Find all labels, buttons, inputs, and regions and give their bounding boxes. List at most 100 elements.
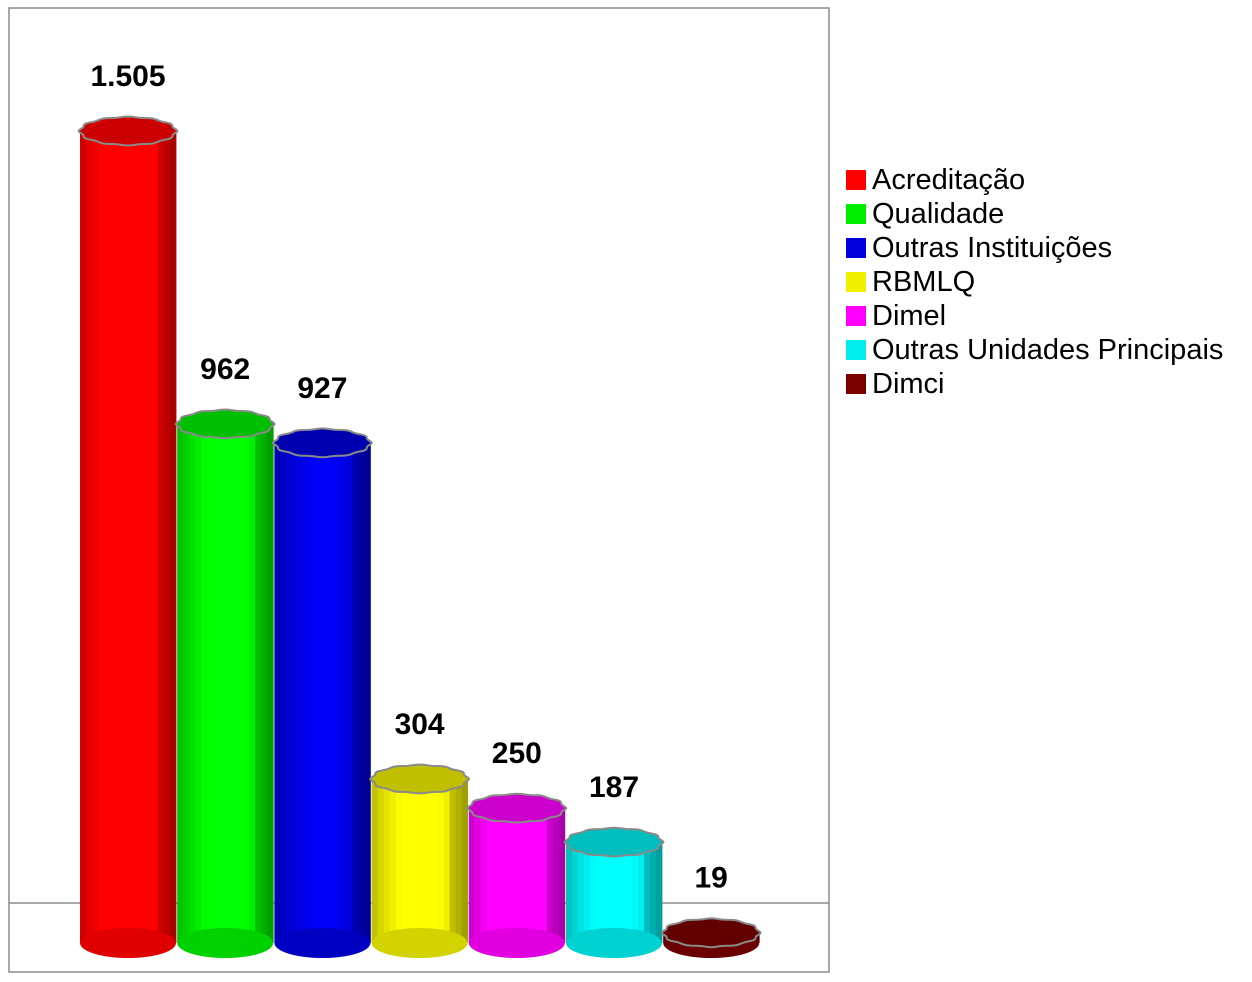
bar-stripe	[92, 131, 99, 943]
bar-base	[468, 928, 565, 958]
bar-stripe	[371, 779, 378, 943]
legend-item-qualidade: Qualidade	[846, 197, 1223, 231]
bar-base	[566, 928, 662, 958]
legend-swatch	[846, 340, 866, 360]
value-label: 19	[695, 862, 728, 895]
bar-stripe	[170, 131, 177, 943]
bar-stripe	[566, 842, 573, 943]
legend-label: RBMLQ	[872, 265, 976, 298]
bar-stripe	[638, 842, 645, 943]
bar-stripe	[152, 131, 159, 943]
bar-stripe	[614, 842, 621, 943]
bar-stripe	[116, 131, 123, 943]
bar-stripe	[304, 442, 311, 943]
bar-stripe	[177, 424, 184, 943]
bar-stripe	[237, 424, 244, 943]
bar-base	[177, 928, 274, 958]
bar-stripe	[498, 808, 506, 943]
bar-stripe	[596, 842, 603, 943]
bar-base	[80, 928, 176, 958]
bar-stripe	[164, 131, 171, 943]
bar-stripe	[602, 842, 609, 943]
bar-stripe	[292, 442, 299, 943]
bar-stripe	[486, 808, 494, 943]
bar-6	[563, 826, 665, 958]
bar-stripe	[528, 808, 536, 943]
bar-stripe	[540, 808, 548, 943]
bar-stripe	[522, 808, 530, 943]
legend-label: Qualidade	[872, 197, 1005, 230]
bar-stripe	[626, 842, 633, 943]
value-label: 250	[492, 737, 542, 770]
bar-1	[77, 115, 179, 958]
bar-stripe	[86, 131, 93, 943]
bar-stripe	[407, 779, 414, 943]
bar-stripe	[358, 442, 365, 943]
bar-stripe	[632, 842, 639, 943]
bar-stripe	[449, 779, 456, 943]
bar-stripe	[608, 842, 615, 943]
bar-stripe	[480, 808, 488, 943]
bar-stripe	[413, 779, 420, 943]
bar-stripe	[510, 808, 518, 943]
bar-stripe	[122, 131, 129, 943]
bar-stripe	[352, 442, 359, 943]
bar-stripe	[255, 424, 262, 943]
bar-stripe	[189, 424, 196, 943]
legend: Acreditação Qualidade Outras Instituiçõe…	[846, 163, 1223, 401]
bar-stripe	[183, 424, 190, 943]
bar-stripe	[298, 442, 305, 943]
bar-stripe	[650, 842, 657, 943]
bar-stripe	[274, 442, 281, 943]
bar-2	[174, 408, 276, 958]
value-label: 304	[395, 708, 445, 741]
legend-label: Dimel	[872, 299, 947, 332]
bar-stripe	[98, 131, 105, 943]
bar-stripe	[128, 131, 135, 943]
bar-stripe	[389, 779, 396, 943]
legend-label: Dimci	[872, 367, 945, 400]
bar-stripe	[552, 808, 560, 943]
bar-stripe	[584, 842, 591, 943]
legend-item-outras-unidades-principais: Outras Unidades Principais	[846, 333, 1223, 367]
bar-stripe	[225, 424, 232, 943]
legend-swatch	[846, 170, 866, 190]
bar-stripe	[443, 779, 450, 943]
bar-stripe	[104, 131, 111, 943]
bar-stripe	[146, 131, 153, 943]
bar-stripe	[534, 808, 542, 943]
bar-stripe	[395, 779, 402, 943]
bar-stripe	[346, 442, 353, 943]
bar-stripe	[504, 808, 512, 943]
legend-item-dimci: Dimci	[846, 367, 1223, 401]
legend-swatch	[846, 204, 866, 224]
bar-stripe	[322, 442, 329, 943]
bar-stripe	[377, 779, 384, 943]
bar-stripe	[461, 779, 468, 943]
bar-stripe	[620, 842, 627, 943]
bar-stripe	[468, 808, 476, 943]
bar-cap	[660, 917, 762, 949]
bar-stripe	[80, 131, 87, 943]
bar-stripe	[261, 424, 268, 943]
bar-stripe	[656, 842, 663, 943]
bar-cap	[368, 763, 471, 795]
bar-stripe	[644, 842, 651, 943]
bar-stripe	[590, 842, 597, 943]
bar-stripe	[213, 424, 220, 943]
legend-label: Outras Unidades Principais	[872, 333, 1224, 366]
bar-stripe	[243, 424, 250, 943]
bar-stripe	[207, 424, 214, 943]
bar-stripe	[492, 808, 500, 943]
legend-label: Outras Instituições	[872, 231, 1113, 264]
bar-stripe	[280, 442, 287, 943]
bar-4	[368, 763, 471, 958]
bar-stripe	[516, 808, 524, 943]
bar-stripe	[286, 442, 293, 943]
bar-base	[274, 928, 371, 958]
bar-stripe	[219, 424, 226, 943]
bar-stripe	[201, 424, 208, 943]
value-labels-group: 1.505 962 927 304 250 187 19	[90, 60, 727, 895]
plot-frame	[8, 7, 830, 973]
bar-7	[660, 917, 762, 958]
